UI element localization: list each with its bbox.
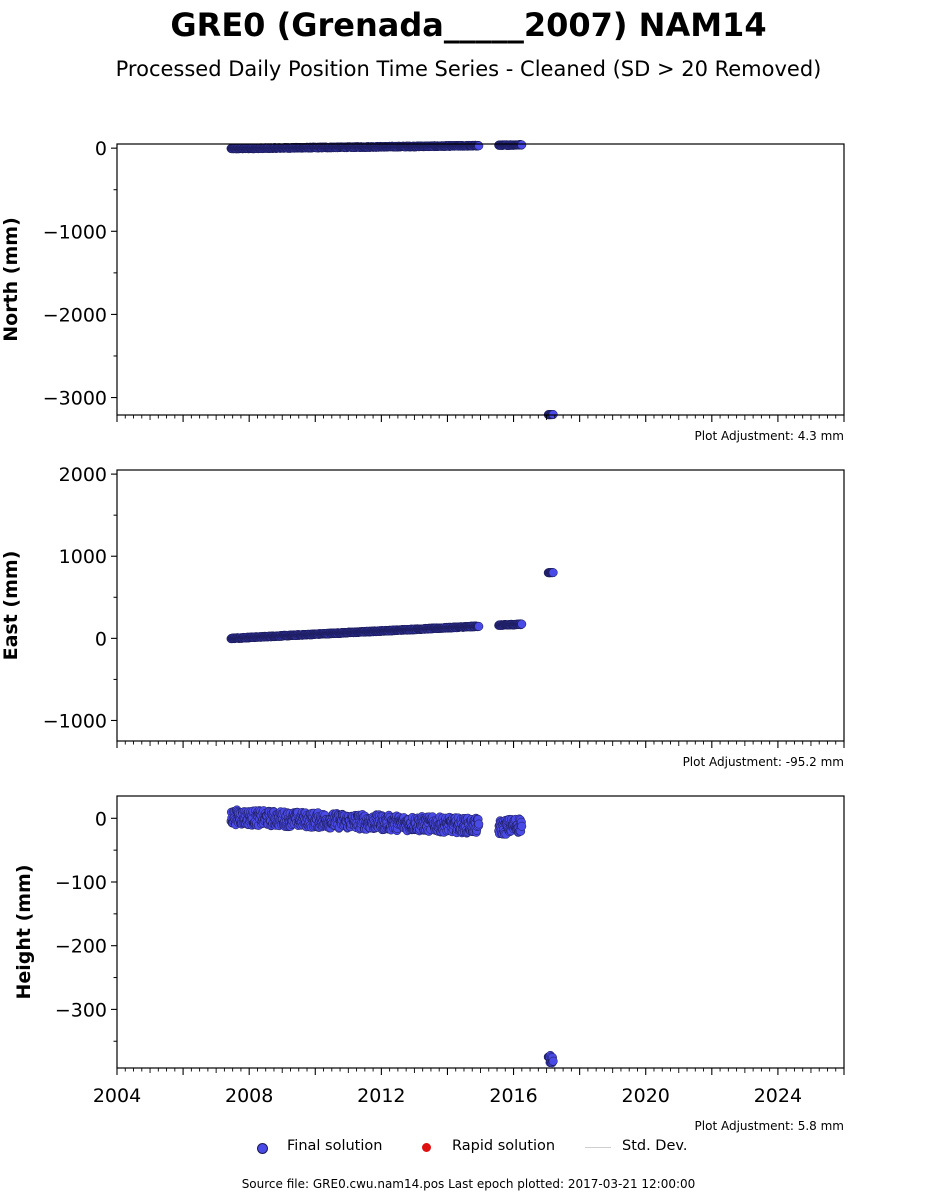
final-solution-marker-icon <box>257 1143 268 1154</box>
data-point <box>548 568 558 578</box>
y-tick-label: −1000 <box>43 710 107 732</box>
data-point <box>474 141 484 151</box>
y-tick-label: 0 <box>95 138 107 160</box>
y-tick-label: −2000 <box>43 304 107 326</box>
series-points-3 <box>226 805 558 1068</box>
data-point <box>517 140 527 150</box>
y-tick-label: 1000 <box>59 546 107 568</box>
y-tick-label: 0 <box>95 808 107 830</box>
x-tick-label: 2020 <box>622 1085 670 1107</box>
x-tick-label: 2012 <box>357 1085 405 1107</box>
data-point <box>548 1056 558 1066</box>
rapid-solution-marker-icon <box>422 1143 431 1152</box>
x-tick-label: 2008 <box>225 1085 273 1107</box>
legend-stddev-label: Std. Dev. <box>622 1138 688 1154</box>
data-point <box>517 619 527 629</box>
y-tick-label: 2000 <box>59 464 107 486</box>
x-tick-label: 2004 <box>93 1085 141 1107</box>
data-point <box>474 819 484 829</box>
chart-title: GRE0 (Grenada_____2007) NAM14 <box>170 6 767 44</box>
y-tick-label: −1000 <box>43 221 107 243</box>
chart-subtitle: Processed Daily Position Time Series - C… <box>115 57 822 81</box>
y-tick-label: −3000 <box>43 388 107 410</box>
y-tick-label: −100 <box>55 872 107 894</box>
data-point <box>474 621 484 631</box>
y-axis-label: Height (mm) <box>13 864 35 999</box>
y-axis-label: North (mm) <box>0 217 22 342</box>
y-tick-label: −300 <box>55 999 107 1021</box>
std-dev-line-icon <box>585 1147 611 1148</box>
plot-frame-2 <box>116 469 845 742</box>
data-point <box>517 821 527 831</box>
x-tick-label: 2024 <box>754 1085 802 1107</box>
y-axis-label: East (mm) <box>0 551 22 661</box>
plot-frame-3 <box>116 795 845 1069</box>
y-tick-label: −200 <box>55 936 107 958</box>
plot-adjustment: Plot Adjustment: -95.2 mm <box>683 755 844 769</box>
plot-adjustment: Plot Adjustment: 4.3 mm <box>695 429 844 443</box>
source-footer: Source file: GRE0.cwu.nam14.pos Last epo… <box>241 1177 696 1191</box>
series-points-2 <box>226 568 558 644</box>
legend-rapid-label: Rapid solution <box>452 1138 556 1154</box>
x-tick-label: 2016 <box>489 1085 537 1107</box>
plot-adjustment: Plot Adjustment: 5.8 mm <box>695 1119 844 1133</box>
legend-final-label: Final solution <box>287 1138 383 1154</box>
series-points-1 <box>226 140 558 420</box>
plot-frame-1 <box>116 143 845 416</box>
y-tick-label: 0 <box>95 628 107 650</box>
